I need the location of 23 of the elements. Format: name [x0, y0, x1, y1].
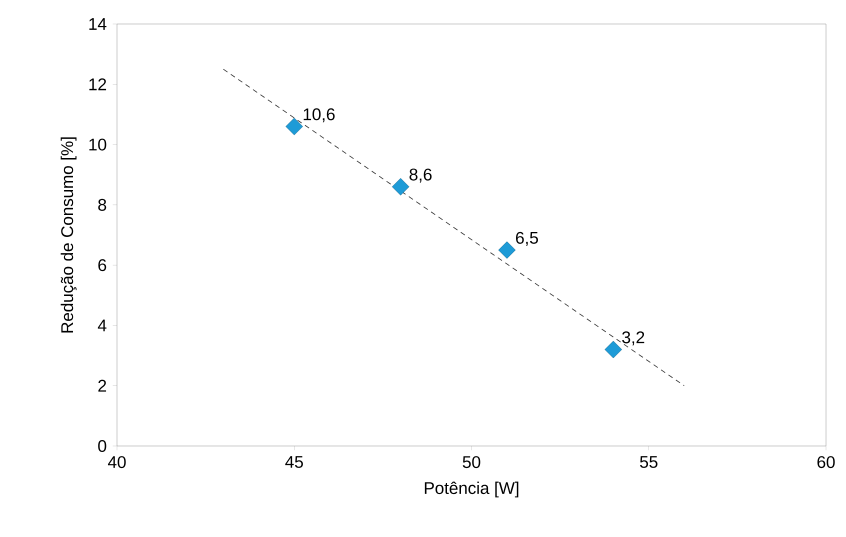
y-axis-title: Redução de Consumo [%]	[60, 137, 77, 332]
data-label: 6,5	[516, 232, 538, 246]
x-tick-label: 40	[108, 456, 126, 468]
point	[604, 340, 622, 358]
point	[392, 178, 410, 196]
y-tick-label: 0	[98, 440, 106, 452]
point	[498, 241, 516, 259]
y-tick-label: 6	[98, 259, 106, 272]
x-axis-title: Potência [W]	[424, 482, 518, 498]
data-label: 10,6	[304, 108, 335, 122]
y-tick-label: 14	[89, 18, 106, 30]
data-label: 3,2	[622, 331, 644, 346]
x-tick-label: 50	[462, 456, 480, 468]
y-tick-label: 8	[98, 198, 106, 211]
x-tick-label: 55	[640, 456, 658, 468]
y-tick-label: 4	[98, 320, 106, 332]
y-tick-label: 10	[89, 138, 106, 151]
point	[286, 118, 303, 136]
y-tick-label: 2	[98, 380, 106, 392]
data-label: 8,6	[410, 168, 432, 183]
x-tick-label: 45	[285, 456, 303, 468]
x-tick-label: 60	[817, 456, 835, 468]
y-tick-label: 12	[89, 78, 106, 90]
